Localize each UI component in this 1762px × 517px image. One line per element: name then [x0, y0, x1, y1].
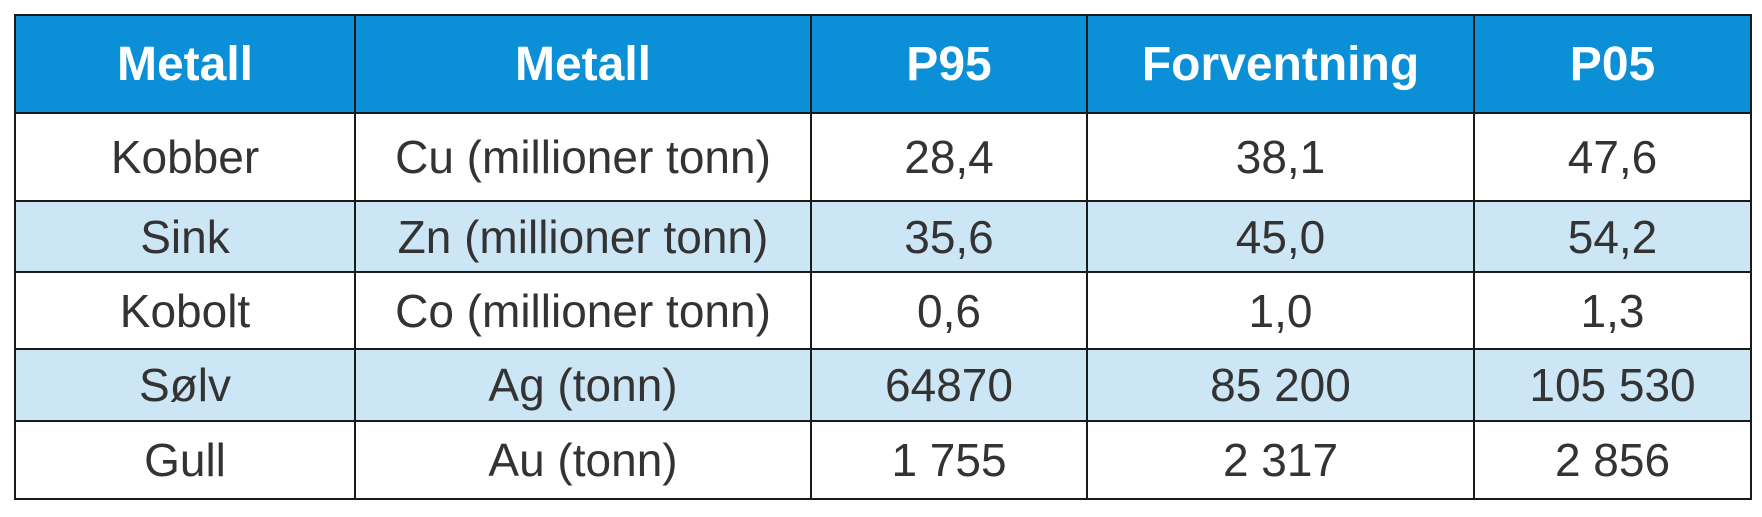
cell-metal-name: Kobber: [14, 112, 356, 202]
cell-p95: 28,4: [810, 112, 1088, 202]
cell-metal-unit: Au (tonn): [354, 420, 812, 500]
cell-expectation: 85 200: [1086, 348, 1475, 422]
cell-metal-unit: Cu (millioner tonn): [354, 112, 812, 202]
cell-p05: 47,6: [1473, 112, 1752, 202]
cell-metal-name: Sink: [14, 200, 356, 273]
header-expectation: Forventning: [1086, 14, 1475, 114]
cell-p05: 1,3: [1473, 271, 1752, 350]
cell-expectation: 45,0: [1086, 200, 1475, 273]
header-p95: P95: [810, 14, 1088, 114]
table-row: Gull Au (tonn) 1 755 2 317 2 856: [14, 420, 1752, 500]
cell-metal-name: Kobolt: [14, 271, 356, 350]
cell-metal-name: Sølv: [14, 348, 356, 422]
table-row: Sølv Ag (tonn) 64870 85 200 105 530: [14, 348, 1752, 422]
cell-expectation: 38,1: [1086, 112, 1475, 202]
cell-metal-unit: Zn (millioner tonn): [354, 200, 812, 273]
cell-expectation: 1,0: [1086, 271, 1475, 350]
cell-metal-unit: Ag (tonn): [354, 348, 812, 422]
cell-p95: 35,6: [810, 200, 1088, 273]
metal-resource-table: Metall Metall P95 Forventning P05 Kobber…: [14, 14, 1752, 500]
header-metal-unit: Metall: [354, 14, 812, 114]
cell-p05: 2 856: [1473, 420, 1752, 500]
table-row: Kobolt Co (millioner tonn) 0,6 1,0 1,3: [14, 271, 1752, 350]
metal-resource-table-container: Metall Metall P95 Forventning P05 Kobber…: [14, 14, 1752, 500]
table-header-row: Metall Metall P95 Forventning P05: [14, 14, 1752, 114]
header-metal: Metall: [14, 14, 356, 114]
table-row: Sink Zn (millioner tonn) 35,6 45,0 54,2: [14, 200, 1752, 273]
cell-p95: 0,6: [810, 271, 1088, 350]
cell-p05: 105 530: [1473, 348, 1752, 422]
cell-expectation: 2 317: [1086, 420, 1475, 500]
cell-p05: 54,2: [1473, 200, 1752, 273]
cell-metal-name: Gull: [14, 420, 356, 500]
cell-p95: 64870: [810, 348, 1088, 422]
header-p05: P05: [1473, 14, 1752, 114]
table-row: Kobber Cu (millioner tonn) 28,4 38,1 47,…: [14, 112, 1752, 202]
cell-metal-unit: Co (millioner tonn): [354, 271, 812, 350]
cell-p95: 1 755: [810, 420, 1088, 500]
